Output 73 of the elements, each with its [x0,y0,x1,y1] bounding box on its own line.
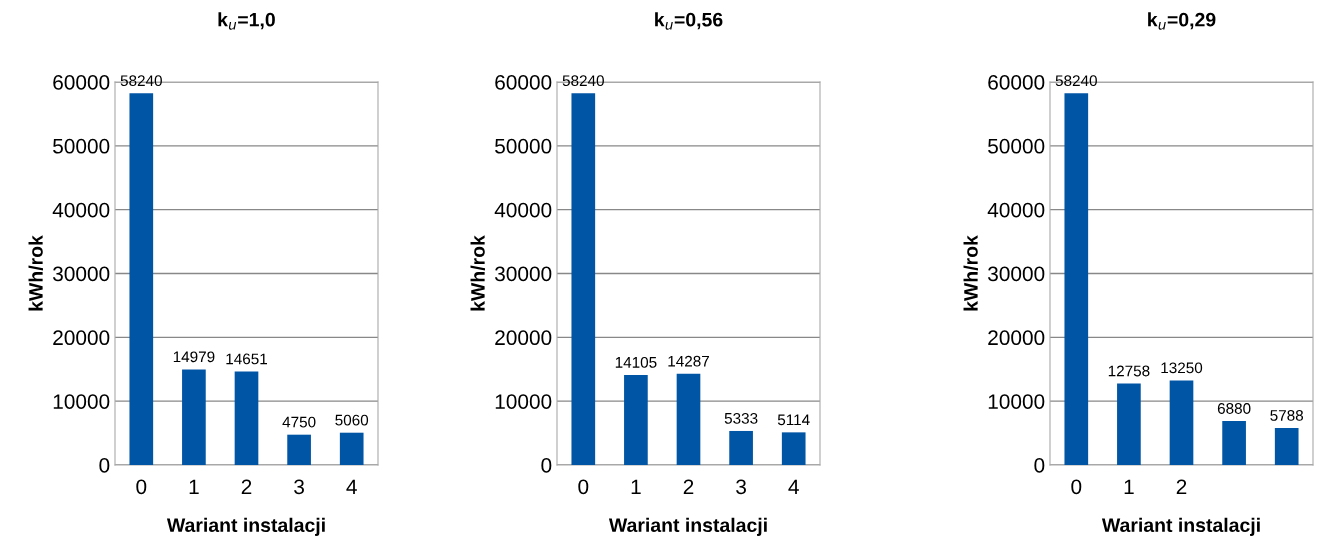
bar [1117,383,1141,465]
chart-title: k$_{u}$=0,56 [655,12,723,30]
bar [1222,421,1246,465]
data-label: 5333 [724,412,758,424]
x-tick-label: 0 [1071,479,1082,495]
y-tick-label: 40000 [987,202,1045,218]
y-tick-label: 50000 [495,138,552,154]
data-label: 58240 [120,75,162,87]
y-tick-label: 20000 [988,330,1045,346]
bar [676,373,701,465]
x-tick-label: 1 [631,479,641,494]
y-tick-label: 60000 [53,75,110,90]
data-label: 58240 [562,75,604,87]
data-label: 5114 [777,414,810,426]
bar [287,434,311,465]
y-tick-label: 0 [541,458,552,473]
y-tick-label: 30000 [53,266,110,282]
x-tick-label: 4 [346,479,357,494]
x-tick-label: 0 [578,479,589,495]
bar [234,371,259,465]
y-tick-label: 30000 [988,266,1045,282]
bar [182,369,206,465]
x-tick-label: 2 [241,479,252,494]
bar [781,432,806,465]
x-axis-title: Wariant instalacji [1101,517,1260,536]
y-tick-label: 0 [1034,458,1045,473]
x-tick-label: 3 [294,479,304,495]
y-axis-title: kWh/rok [470,235,486,311]
x-tick-label: 4 [788,479,799,494]
x-tick-label: 3 [736,479,746,495]
data-label: 12758 [1108,365,1150,377]
data-label: 6880 [1217,403,1251,414]
x-axis-title: Wariant instalacji [608,517,767,536]
bar [1274,428,1299,465]
y-tick-label: 0 [99,458,110,473]
y-tick-label: 20000 [53,330,110,346]
x-tick-label: 2 [683,479,694,494]
x-tick-label: 1 [1124,479,1134,494]
bar [129,93,154,465]
bar [1064,93,1089,465]
data-label: 58240 [1055,75,1097,87]
data-label: 4750 [282,416,316,428]
bar [624,374,648,465]
data-label: 13250 [1161,362,1203,374]
y-axis-title: kWh/rok [28,235,44,311]
y-axis-title: kWh/rok [963,235,979,311]
x-axis-title: Wariant instalacji [166,517,325,536]
y-tick-label: 40000 [52,202,110,218]
x-tick-label: 2 [1176,479,1187,494]
chart-title: k$_{u}$=1,0 [218,12,275,30]
y-tick-label: 50000 [53,138,110,154]
x-tick-label: 0 [136,479,147,495]
bar [1169,380,1194,465]
y-tick-label: 60000 [988,75,1045,90]
y-tick-label: 40000 [494,202,552,218]
y-tick-label: 50000 [988,138,1045,154]
data-label: 5060 [335,414,369,426]
y-tick-label: 20000 [495,330,552,346]
chart-title: k$_{u}$=0,29 [1148,12,1216,30]
y-tick-label: 10000 [495,394,552,409]
data-label: 5788 [1270,410,1304,421]
y-tick-label: 60000 [495,75,552,90]
data-label: 14651 [226,353,267,365]
data-label: 14979 [173,351,215,363]
x-tick-label: 1 [189,479,199,494]
y-tick-label: 10000 [988,394,1045,409]
bar [339,432,364,465]
data-label: 14105 [615,356,657,368]
y-tick-label: 30000 [495,266,552,282]
data-label: 14287 [668,355,709,367]
bar [729,430,753,465]
y-tick-label: 10000 [53,394,110,409]
bar [571,93,596,465]
